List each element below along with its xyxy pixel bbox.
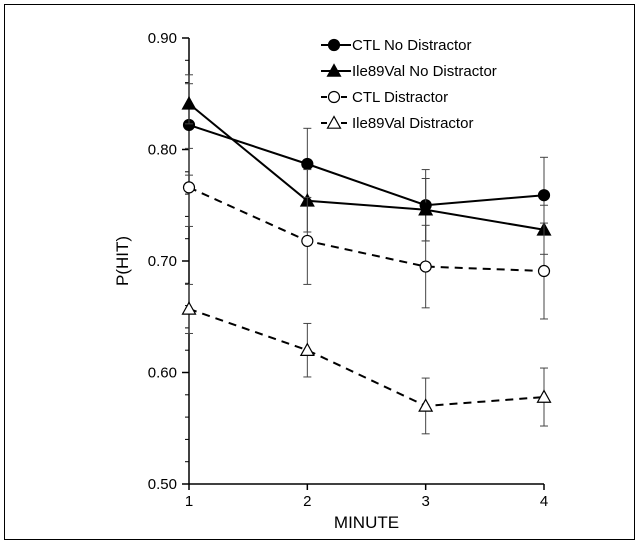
data-point [537,264,551,278]
series-line [188,124,545,207]
data-point [419,260,432,273]
x-tick-label: 4 [540,493,548,510]
legend-item: Ile89Val Distractor [321,115,473,132]
legend-marker [327,38,341,52]
y-tick-label: 0.60 [148,365,177,382]
series-4 [181,283,552,435]
data-point [181,96,197,110]
data-point [299,342,315,356]
legend-label: CTL No Distractor [352,37,471,54]
data-point [418,398,434,412]
data-point [181,301,197,315]
series-3 [182,147,551,320]
data-point [301,157,314,171]
series-layer [181,74,552,435]
legend-item: CTL No Distractor [321,37,471,54]
legend: CTL No Distractor Ile89Val No Distractor C… [321,37,497,132]
data-point [182,181,196,194]
legend-label: Ile89Val No Distractor [352,63,497,80]
x-tick-label: 3 [421,493,429,510]
legend-marker [326,115,342,129]
legend-label: Ile89Val Distractor [352,115,473,132]
legend-item: CTL Distractor [321,89,448,106]
y-tick-label: 0.70 [148,253,177,270]
y-tick-label: 0.80 [148,142,177,159]
x-tick-label: 1 [185,493,193,510]
series-line [188,308,545,407]
legend-marker [326,63,342,77]
y-tick-label: 0.90 [148,30,177,47]
x-axis-ticks: 1 2 3 4 [185,484,548,510]
x-tick-label: 2 [303,493,311,510]
series-2 [181,83,552,255]
legend-label: CTL Distractor [352,89,448,106]
y-axis-ticks: 0.50 0.60 0.70 0.80 0.90 [148,30,189,493]
series-line [188,186,545,273]
figure-frame [4,4,635,540]
x-axis-title: MINUTE [334,513,399,532]
legend-item: Ile89Val No Distractor [321,63,497,80]
y-tick-label: 0.50 [148,476,177,493]
series-line [188,103,545,231]
legend-marker [327,90,341,104]
y-axis-title: P(HIT) [113,236,132,286]
data-point [536,389,552,403]
data-point [537,189,551,202]
data-point [301,234,314,248]
data-point [418,201,434,216]
